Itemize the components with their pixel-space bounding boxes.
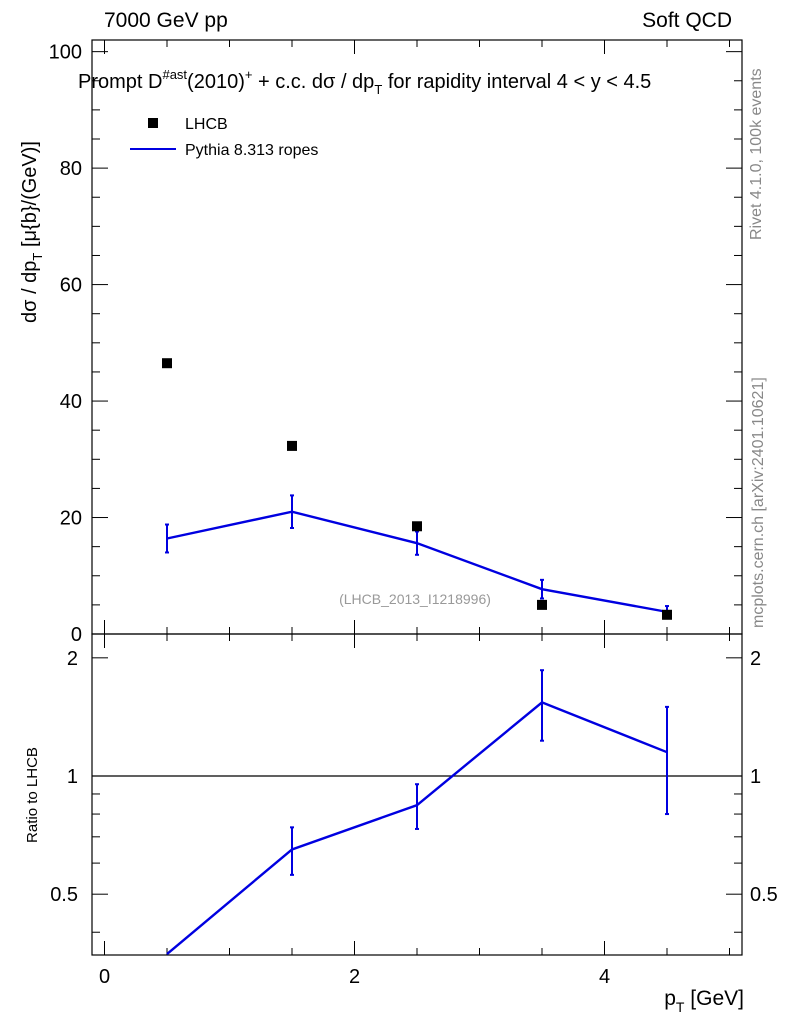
bottom-ytick-label-right: 0.5 — [750, 884, 778, 906]
bottom-data-layer — [166, 669, 669, 955]
xtick-label: 2 — [349, 966, 360, 988]
analysis-watermark: (LHCB_2013_I1218996) — [339, 591, 491, 607]
bottom-ytick-label: 1 — [67, 766, 78, 788]
top-ytick-label: 0 — [71, 624, 82, 646]
bottom-ytick-label-right: 1 — [750, 766, 761, 788]
top-ytick-label: 100 — [49, 42, 82, 64]
rivet-label: Rivet 4.1.0, 100k events — [748, 68, 765, 240]
top-axis-ticks: 0 20 40 60 80 100 — [49, 40, 742, 646]
mcplots-label: mcplots.cern.ch [arXiv:2401.10621] — [750, 377, 767, 628]
top-ytick-label: 80 — [60, 158, 82, 180]
lhcb-data-point — [287, 440, 297, 451]
xtick-label: 4 — [599, 966, 610, 988]
bottom-ytick-label: 2 — [67, 648, 78, 670]
top-ytick-label: 40 — [60, 391, 82, 413]
bottom-axis-ticks: 0 2 4 0.5 0.5 1 1 2 2 — [50, 634, 778, 988]
ratio-group — [166, 669, 669, 955]
lhcb-data-point — [412, 521, 422, 532]
bottom-ytick-label-right: 2 — [750, 648, 761, 670]
top-data-layer — [162, 358, 672, 620]
top-ytick-label: 20 — [60, 508, 82, 530]
header-right: Soft QCD — [642, 9, 732, 32]
legend: LHCB Pythia 8.313 ropes — [130, 116, 318, 159]
xlabel: pT [GeV] — [664, 987, 744, 1015]
header-left: 7000 GeV pp — [104, 9, 228, 32]
top-ytick-label: 60 — [60, 275, 82, 297]
bottom-ytick-label: 0.5 — [50, 884, 78, 906]
lhcb-data-point — [162, 358, 172, 369]
lhcb-data-point — [662, 609, 672, 620]
legend-label-lhcb: LHCB — [185, 116, 228, 133]
lhcb-data-point — [537, 599, 547, 610]
xtick-label: 0 — [99, 966, 110, 988]
top-ylabel: dσ / dpT [μ{b}/(GeV)] — [19, 141, 45, 323]
chart-title: Prompt D#ast(2010)+ + c.c. dσ / dpT for … — [78, 67, 651, 97]
legend-label-pythia: Pythia 8.313 ropes — [185, 142, 318, 159]
bottom-ylabel: Ratio to LHCB — [24, 747, 41, 843]
legend-marker-lhcb — [148, 118, 158, 128]
